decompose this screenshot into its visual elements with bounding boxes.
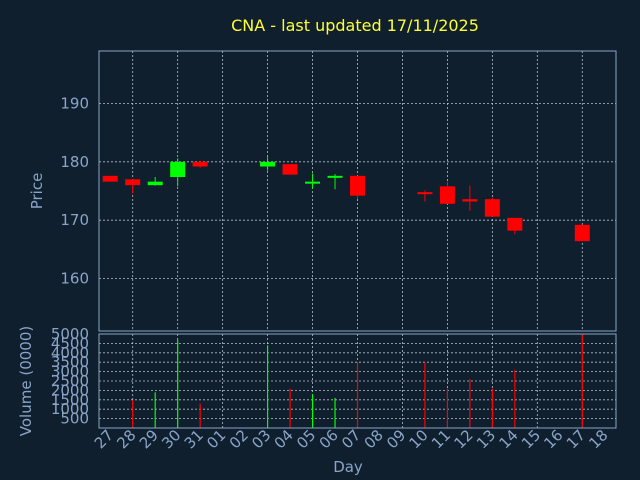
candle-body [462,199,478,202]
candle-body [417,192,433,195]
candle-body [574,224,590,242]
candle-body [260,161,276,167]
volume-tick-label: 3500 [51,353,89,371]
volume-tick-label: 3000 [51,363,89,381]
volume-tick-label: 500 [60,410,89,428]
price-tick-label: 190 [60,95,89,113]
price-tick-label: 170 [60,211,89,229]
x-tick-labels: 2728293031010203040506070809101112131415… [91,426,612,452]
chart-title: CNA - last updated 17/11/2025 [231,16,479,35]
volume-tick-label: 2500 [51,372,89,390]
candle-body [305,181,321,184]
price-axis-label: Price [28,173,46,210]
price-tick-label: 180 [60,153,89,171]
candle-body [282,164,298,175]
candle-body [192,161,208,167]
price-panel-frame [98,50,617,332]
price-grid [99,51,616,331]
candle-body [147,181,163,186]
candle-body [102,175,118,182]
candle-body [350,175,365,196]
volume-axis-label: Volume (0000) [17,326,35,436]
candle-body [170,161,186,177]
volume-bars [132,334,583,428]
volume-tick-label: 4500 [51,334,89,352]
volume-tick-label: 1500 [51,391,89,409]
volume-tick-label: 2000 [51,381,89,399]
candle-body [439,186,455,204]
candle-body [125,179,141,186]
x-axis-label: Day [333,458,363,476]
x-tick-label: 18 [585,426,611,452]
volume-tick-label: 5000 [51,325,89,343]
candle-body [327,175,343,178]
candles [102,157,590,242]
candle-body [507,217,523,231]
volume-panel-frame [98,333,617,429]
price-tick-labels: 160 170 180 190 [60,95,89,288]
volume-tick-label: 4000 [51,344,89,362]
price-tick-label: 160 [60,270,89,288]
candle-body [484,199,500,217]
volume-tick-label: 1000 [51,400,89,418]
